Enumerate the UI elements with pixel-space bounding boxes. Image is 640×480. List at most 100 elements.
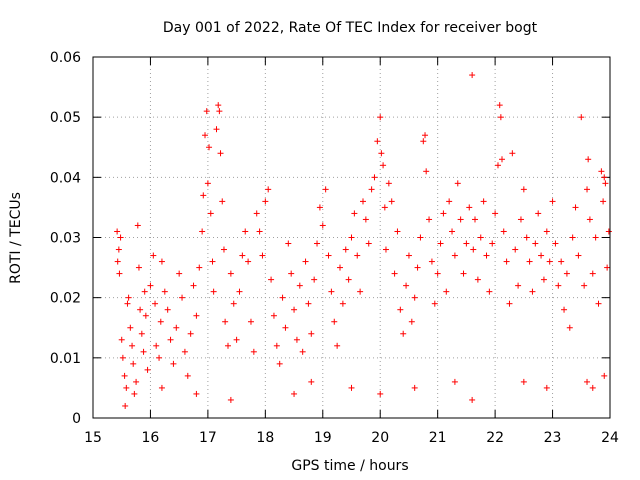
data-point xyxy=(589,270,596,277)
data-point xyxy=(443,288,450,295)
data-point xyxy=(538,252,545,259)
data-point xyxy=(215,102,222,109)
data-point xyxy=(331,318,338,325)
data-point xyxy=(585,156,592,163)
data-point xyxy=(115,246,122,253)
plot-frame xyxy=(92,56,611,419)
data-point xyxy=(535,210,542,217)
data-point xyxy=(374,138,381,145)
data-point xyxy=(414,264,421,271)
data-point xyxy=(319,222,326,229)
data-point xyxy=(124,300,131,307)
y-tick-label: 0.03 xyxy=(50,231,81,247)
data-point xyxy=(247,318,254,325)
x-tick-label: 24 xyxy=(601,430,619,446)
data-point xyxy=(520,186,527,193)
data-point xyxy=(140,348,147,355)
data-point xyxy=(217,150,224,157)
data-point xyxy=(496,102,503,109)
data-point xyxy=(499,156,506,163)
data-point xyxy=(296,282,303,289)
data-point xyxy=(368,186,375,193)
data-point xyxy=(220,246,227,253)
y-tick-label: 0.04 xyxy=(50,170,81,186)
data-point xyxy=(598,168,605,175)
data-point xyxy=(334,342,341,349)
y-tick-label: 0 xyxy=(72,411,81,427)
data-point xyxy=(494,162,501,169)
data-point xyxy=(394,228,401,235)
data-point xyxy=(526,258,533,265)
data-point xyxy=(181,348,188,355)
data-point xyxy=(142,312,149,319)
data-point xyxy=(604,264,611,271)
y-tick-label: 0.05 xyxy=(50,110,81,126)
data-point xyxy=(382,246,389,253)
data-point xyxy=(259,252,266,259)
data-point xyxy=(167,336,174,343)
data-point xyxy=(362,216,369,223)
data-point xyxy=(158,258,165,265)
data-point xyxy=(480,198,487,205)
data-point xyxy=(308,378,315,385)
x-tick-label: 19 xyxy=(314,430,332,446)
y-axis-label: ROTI / TECUs xyxy=(8,192,24,284)
data-point xyxy=(138,330,145,337)
data-point xyxy=(273,342,280,349)
data-point xyxy=(134,222,141,229)
data-point xyxy=(173,324,180,331)
data-point xyxy=(454,180,461,187)
data-point xyxy=(431,300,438,307)
data-point xyxy=(305,300,312,307)
data-point xyxy=(472,216,479,223)
data-point xyxy=(314,240,321,247)
data-point xyxy=(127,324,134,331)
data-point xyxy=(460,270,467,277)
data-point xyxy=(204,180,211,187)
data-point xyxy=(595,300,602,307)
data-point xyxy=(451,378,458,385)
data-point xyxy=(129,342,136,349)
data-point xyxy=(584,186,591,193)
data-point xyxy=(359,198,366,205)
data-point xyxy=(118,336,125,343)
data-point xyxy=(451,252,458,259)
data-point xyxy=(517,216,524,223)
data-point xyxy=(236,288,243,295)
data-point xyxy=(147,282,154,289)
data-point xyxy=(144,366,151,373)
y-tick-label: 0.01 xyxy=(50,351,81,367)
data-point xyxy=(523,234,530,241)
data-point xyxy=(328,288,335,295)
data-point xyxy=(497,114,504,121)
data-point xyxy=(262,198,269,205)
data-point xyxy=(130,360,137,367)
data-point xyxy=(512,246,519,253)
data-point xyxy=(222,318,229,325)
data-point xyxy=(405,252,412,259)
data-point xyxy=(170,360,177,367)
data-point xyxy=(239,252,246,259)
data-point xyxy=(558,258,565,265)
x-tick-label: 20 xyxy=(371,430,389,446)
data-point xyxy=(187,330,194,337)
data-point xyxy=(230,300,237,307)
data-point xyxy=(506,300,513,307)
data-point xyxy=(474,276,481,283)
data-point xyxy=(380,162,387,169)
data-point xyxy=(337,264,344,271)
x-tick-label: 16 xyxy=(142,430,160,446)
data-point xyxy=(202,132,209,139)
data-point xyxy=(311,276,318,283)
data-point xyxy=(440,210,447,217)
data-point xyxy=(515,282,522,289)
data-point xyxy=(121,372,128,379)
data-point xyxy=(592,234,599,241)
data-point xyxy=(420,138,427,145)
data-point xyxy=(276,360,283,367)
data-point xyxy=(203,108,210,115)
data-point xyxy=(157,318,164,325)
chart-title: Day 001 of 2022, Rate Of TEC Index for r… xyxy=(163,20,538,36)
data-point xyxy=(114,258,121,265)
data-point xyxy=(193,312,200,319)
